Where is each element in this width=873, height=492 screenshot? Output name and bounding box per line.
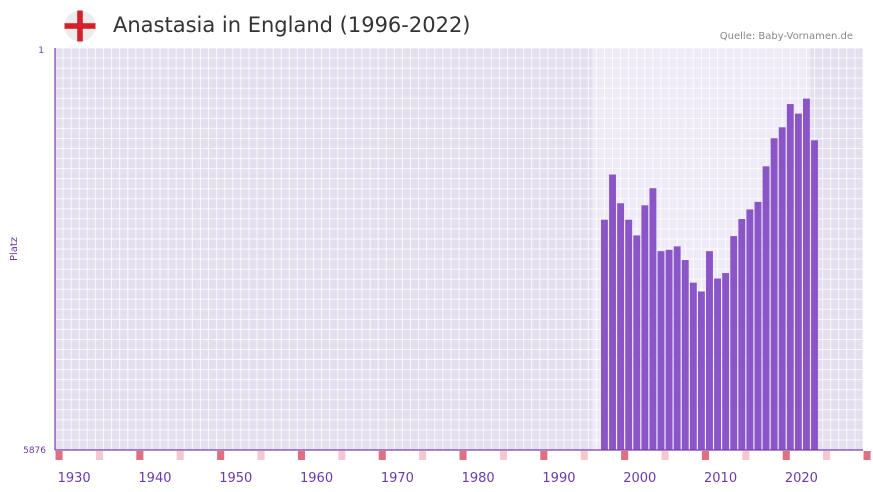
x-tick-marker: [621, 451, 629, 460]
bar: [786, 104, 794, 450]
x-tick-marker: [378, 451, 386, 460]
x-tick-marker: [499, 451, 507, 460]
x-tick-label: 1950: [219, 471, 252, 486]
bar: [730, 236, 738, 450]
bar: [681, 260, 689, 450]
bar: [641, 205, 649, 450]
bar: [714, 278, 721, 450]
x-tick-marker: [95, 451, 103, 460]
bar: [738, 218, 746, 450]
bar: [811, 140, 818, 451]
bar: [722, 273, 730, 450]
bar: [803, 98, 810, 450]
bar: [746, 209, 754, 450]
bar: [665, 249, 673, 450]
source-credit: Quelle: Baby-Vornamen.de: [719, 31, 853, 42]
y-axis-title: Platz: [9, 237, 20, 261]
x-tick-marker: [217, 451, 225, 460]
bar: [697, 291, 705, 450]
x-tick-marker: [297, 451, 305, 460]
x-tick-marker: [823, 451, 831, 460]
y-tick-label-top: 1: [38, 46, 44, 56]
chart-header: Anastasia in England (1996-2022) Quelle:…: [0, 0, 873, 50]
bar: [657, 251, 665, 450]
bar: [633, 235, 641, 450]
x-tick-marker: [540, 451, 548, 460]
x-tick-marker: [136, 451, 144, 460]
x-tick-marker: [742, 451, 750, 460]
bar: [609, 174, 616, 451]
bar: [617, 203, 625, 450]
x-tick-label: 1980: [462, 471, 495, 486]
bar: [601, 219, 608, 450]
x-tick-label: 2020: [785, 471, 818, 486]
x-tick-label: 1940: [138, 471, 171, 486]
bar: [689, 282, 697, 450]
x-tick-marker: [661, 451, 669, 460]
y-tick-label-bottom: 5876: [23, 446, 46, 456]
bar: [754, 201, 762, 450]
bar: [673, 246, 681, 450]
bar: [770, 138, 778, 450]
x-tick-marker: [257, 451, 265, 460]
x-tick-label: 1970: [381, 471, 414, 486]
x-tick-marker: [419, 451, 427, 460]
x-tick-label: 2000: [623, 471, 656, 486]
x-tick-marker: [580, 451, 588, 460]
x-tick-marker: [338, 451, 346, 460]
x-tick-marker: [55, 451, 63, 460]
bar: [649, 188, 657, 450]
x-tick-marker: [459, 451, 467, 460]
x-tick-label: 1930: [58, 471, 91, 486]
x-tick-label: 1960: [300, 471, 333, 486]
chart-title: Anastasia in England (1996-2022): [113, 13, 471, 37]
bar: [762, 166, 770, 450]
x-tick-marker: [176, 451, 184, 460]
bar: [625, 219, 633, 450]
x-tick-marker: [701, 451, 709, 460]
x-tick-marker: [782, 451, 790, 460]
x-tick-label: 1990: [542, 471, 575, 486]
england-flag-icon: [64, 10, 96, 42]
x-tick-label: 2010: [704, 471, 737, 486]
x-tick-marker: [863, 451, 871, 460]
bar: [794, 113, 802, 450]
bar: [706, 251, 713, 450]
bar: [778, 127, 786, 451]
